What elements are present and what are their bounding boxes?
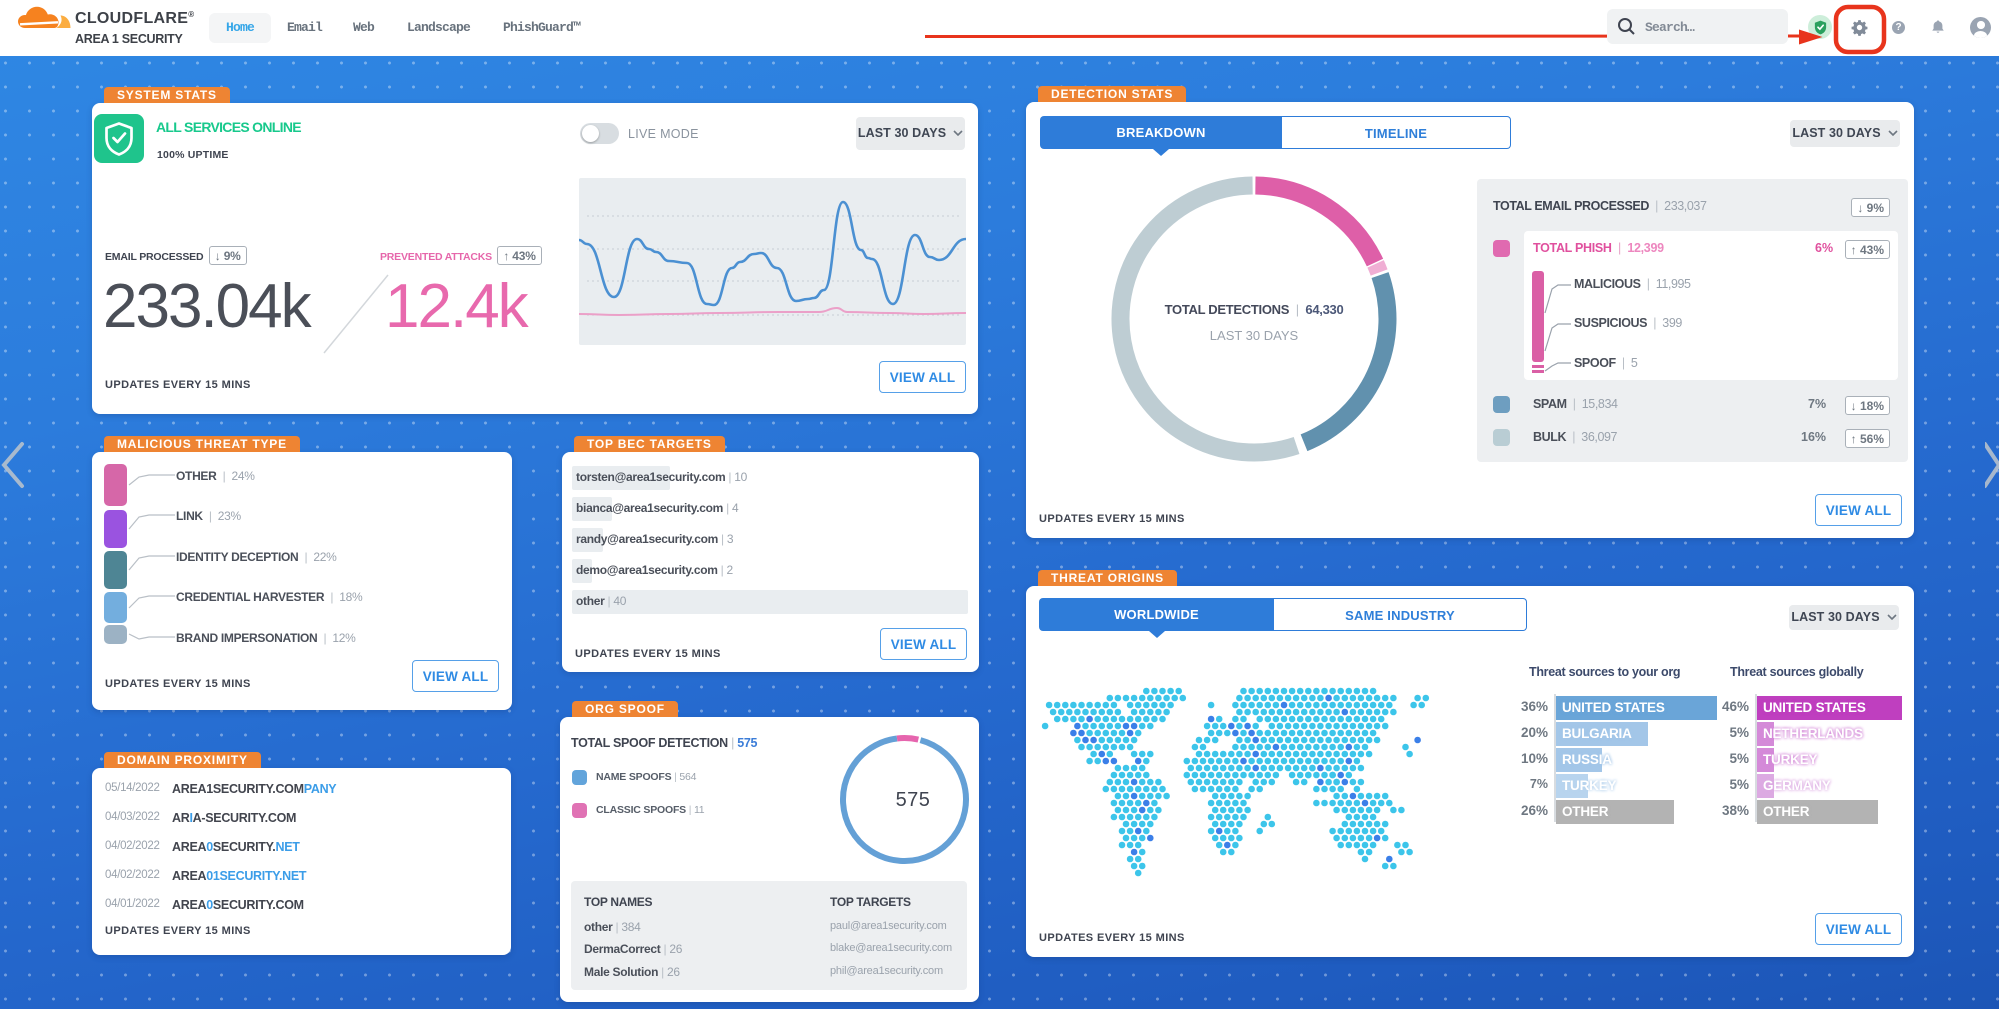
svg-text:575: 575 [896,789,931,811]
